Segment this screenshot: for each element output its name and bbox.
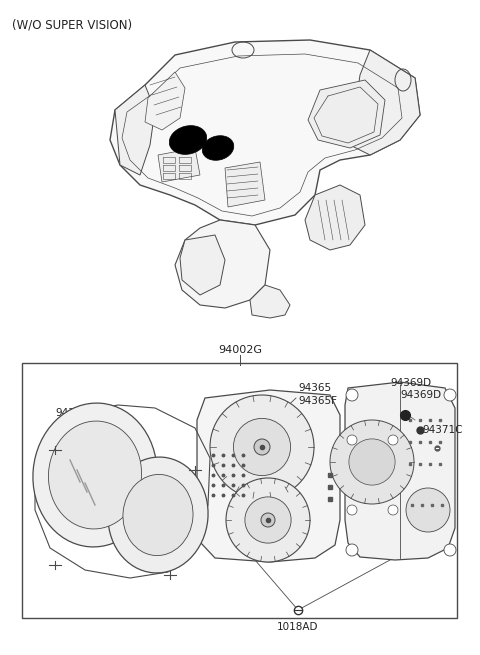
Ellipse shape xyxy=(202,136,234,160)
Text: 94365F: 94365F xyxy=(298,396,337,406)
Polygon shape xyxy=(145,72,185,130)
Circle shape xyxy=(245,497,291,543)
Circle shape xyxy=(444,389,456,401)
Polygon shape xyxy=(345,382,455,560)
Circle shape xyxy=(261,513,275,527)
Circle shape xyxy=(406,488,450,532)
Circle shape xyxy=(388,435,398,445)
Ellipse shape xyxy=(108,457,208,573)
Circle shape xyxy=(444,544,456,556)
Text: 94002G: 94002G xyxy=(218,345,262,355)
Text: 94360A: 94360A xyxy=(55,408,95,418)
FancyBboxPatch shape xyxy=(22,363,457,618)
Ellipse shape xyxy=(33,403,157,547)
Polygon shape xyxy=(180,235,225,295)
Polygon shape xyxy=(110,40,420,225)
Circle shape xyxy=(226,478,310,562)
Polygon shape xyxy=(197,390,340,562)
Ellipse shape xyxy=(169,126,207,155)
Polygon shape xyxy=(115,85,155,175)
Circle shape xyxy=(346,544,358,556)
Ellipse shape xyxy=(123,474,193,555)
Circle shape xyxy=(210,395,314,499)
Polygon shape xyxy=(175,220,270,308)
Text: 94371C: 94371C xyxy=(422,425,463,435)
Circle shape xyxy=(349,439,395,485)
Circle shape xyxy=(330,420,414,504)
Polygon shape xyxy=(158,148,200,182)
Text: 94365: 94365 xyxy=(298,383,331,393)
Polygon shape xyxy=(250,285,290,318)
Text: (W/O SUPER VISION): (W/O SUPER VISION) xyxy=(12,18,132,31)
Circle shape xyxy=(254,439,270,455)
Polygon shape xyxy=(308,80,385,148)
Text: 1018AD: 1018AD xyxy=(277,622,319,632)
Circle shape xyxy=(233,419,290,476)
Polygon shape xyxy=(225,162,265,207)
Circle shape xyxy=(347,435,357,445)
Ellipse shape xyxy=(48,421,142,529)
Circle shape xyxy=(346,389,358,401)
Circle shape xyxy=(388,505,398,515)
Polygon shape xyxy=(305,185,365,250)
Circle shape xyxy=(347,505,357,515)
Text: 94369D: 94369D xyxy=(390,378,431,388)
Text: 94369D: 94369D xyxy=(400,390,441,400)
Polygon shape xyxy=(350,50,420,155)
